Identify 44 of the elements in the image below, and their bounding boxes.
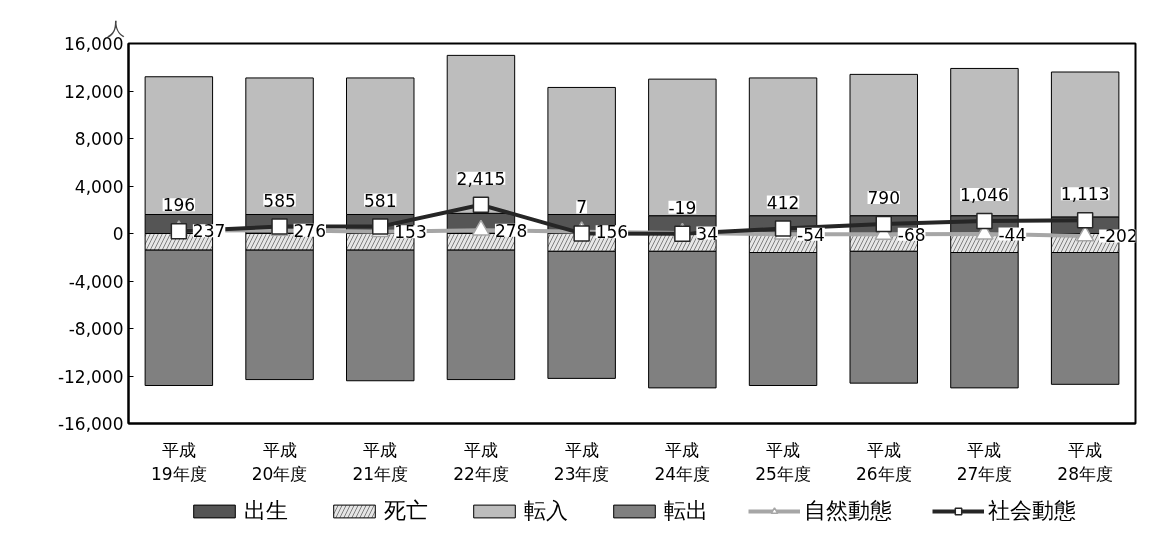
y-tick-label: 0: [112, 224, 124, 244]
x-tick-label: 平成 20年度: [251, 439, 308, 484]
y-tick-label: -8,000: [68, 319, 124, 339]
data-label: -202: [1099, 226, 1138, 247]
x-tick-label: 平成 24年度: [654, 439, 711, 484]
data-label: 581: [364, 190, 397, 211]
data-label: 278: [494, 220, 528, 241]
data-label: -54: [797, 224, 825, 245]
data-label: 276: [293, 220, 326, 241]
legend-label: 死亡: [383, 497, 428, 525]
y-tick-label: -4,000: [68, 271, 124, 292]
data-label: 1,113: [1060, 184, 1110, 205]
x-tick-label: 平成 26年度: [855, 439, 912, 484]
x-tick-label: 平成 23年度: [553, 439, 610, 484]
x-tick-label: 平成 22年度: [453, 439, 509, 484]
data-label: 7: [576, 197, 588, 218]
data-label: -68: [897, 224, 926, 245]
data-label: -19: [668, 197, 697, 218]
data-label: 156: [595, 222, 629, 243]
y-tick-label: 4,000: [74, 176, 124, 197]
legend-label: 社会動態: [987, 497, 1076, 525]
data-label: 34: [696, 223, 718, 244]
x-tick-label: 平成 21年度: [352, 439, 409, 484]
legend-label: 転入: [523, 497, 568, 525]
x-tick-label: 平成 25年度: [755, 439, 811, 484]
data-label: 2,415: [456, 168, 506, 189]
y-tick-label: -12,000: [57, 366, 124, 387]
legend-label: 出生: [243, 497, 288, 525]
data-label: 412: [766, 192, 800, 213]
data-label: 237: [192, 221, 226, 242]
data-label: 196: [162, 195, 196, 216]
data-label: 585: [263, 190, 296, 211]
data-label: 153: [394, 222, 427, 243]
x-tick-label: 平成 27年度: [956, 439, 1013, 484]
data-label: 1,046: [960, 185, 1009, 206]
y-tick-label: 12,000: [64, 81, 124, 102]
legend-label: 自然動態: [803, 497, 892, 525]
y-tick-label: 8,000: [74, 129, 124, 149]
data-label: 790: [867, 188, 900, 209]
x-tick-label: 平成 28年度: [1057, 439, 1113, 484]
x-tick-label: 平成 19年度: [151, 439, 207, 484]
data-label: -44: [998, 224, 1027, 245]
y-tick-label: -16,000: [57, 414, 124, 434]
legend-label: 転出: [663, 497, 708, 525]
